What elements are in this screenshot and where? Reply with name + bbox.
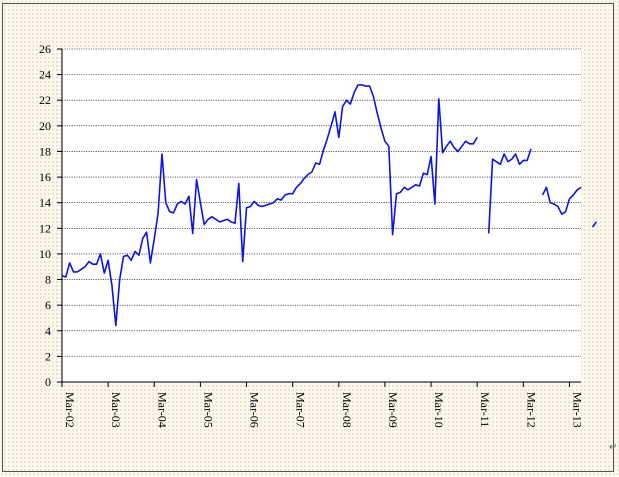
- chart-frame: 0 2 4 6 8 10 12 14 16 18 20 22 24 26 Mar-02 Mar-03 Mar-…: [2, 3, 614, 472]
- y-tick-label: 12: [39, 221, 51, 235]
- paragraph-mark-icon: ↵: [609, 442, 618, 453]
- axes: [61, 49, 581, 383]
- x-tick-label: Mar-11: [478, 392, 492, 427]
- y-tick-label: 18: [39, 144, 51, 158]
- series-line-segment: [61, 84, 478, 327]
- y-tick-label: 2: [45, 349, 51, 363]
- y-tick-label: 16: [39, 170, 51, 184]
- gridlines: [62, 48, 581, 357]
- x-tick-label: Mar-13: [570, 392, 584, 428]
- x-tick-labels: Mar-02 Mar-03 Mar-04 Mar-05 Mar-06 Mar-07 Mar-…: [61, 382, 584, 428]
- y-tick-label: 24: [39, 68, 51, 82]
- series-line-segment: [541, 186, 582, 215]
- y-tick-label: 4: [45, 324, 51, 338]
- x-tick-label: Mar-07: [294, 392, 308, 428]
- y-tick-label: 0: [45, 375, 51, 389]
- x-tick-label: Mar-08: [340, 392, 354, 428]
- y-tick-label: 14: [39, 196, 51, 210]
- y-tick-label: 8: [45, 273, 51, 287]
- x-tick-label: Mar-05: [201, 392, 215, 428]
- plot-area: [62, 49, 581, 382]
- y-tick-label: 10: [39, 247, 51, 261]
- series-line-segment: [591, 221, 598, 228]
- y-tick-label: 22: [39, 93, 51, 107]
- y-tick-label: 20: [39, 119, 51, 133]
- x-tick-label: Mar-02: [63, 392, 77, 428]
- y-tick-label: 6: [45, 298, 51, 312]
- x-tick-label: Mar-04: [155, 392, 169, 428]
- x-tick-label: Mar-09: [386, 392, 400, 428]
- x-tick-label: Mar-12: [524, 392, 538, 428]
- x-tick-label: Mar-10: [432, 392, 446, 428]
- series-line-segment: [487, 148, 532, 234]
- x-tick-label: Mar-03: [109, 392, 123, 428]
- x-tick-label: Mar-06: [248, 392, 262, 428]
- series: [61, 84, 598, 327]
- y-tick-label: 26: [39, 42, 51, 56]
